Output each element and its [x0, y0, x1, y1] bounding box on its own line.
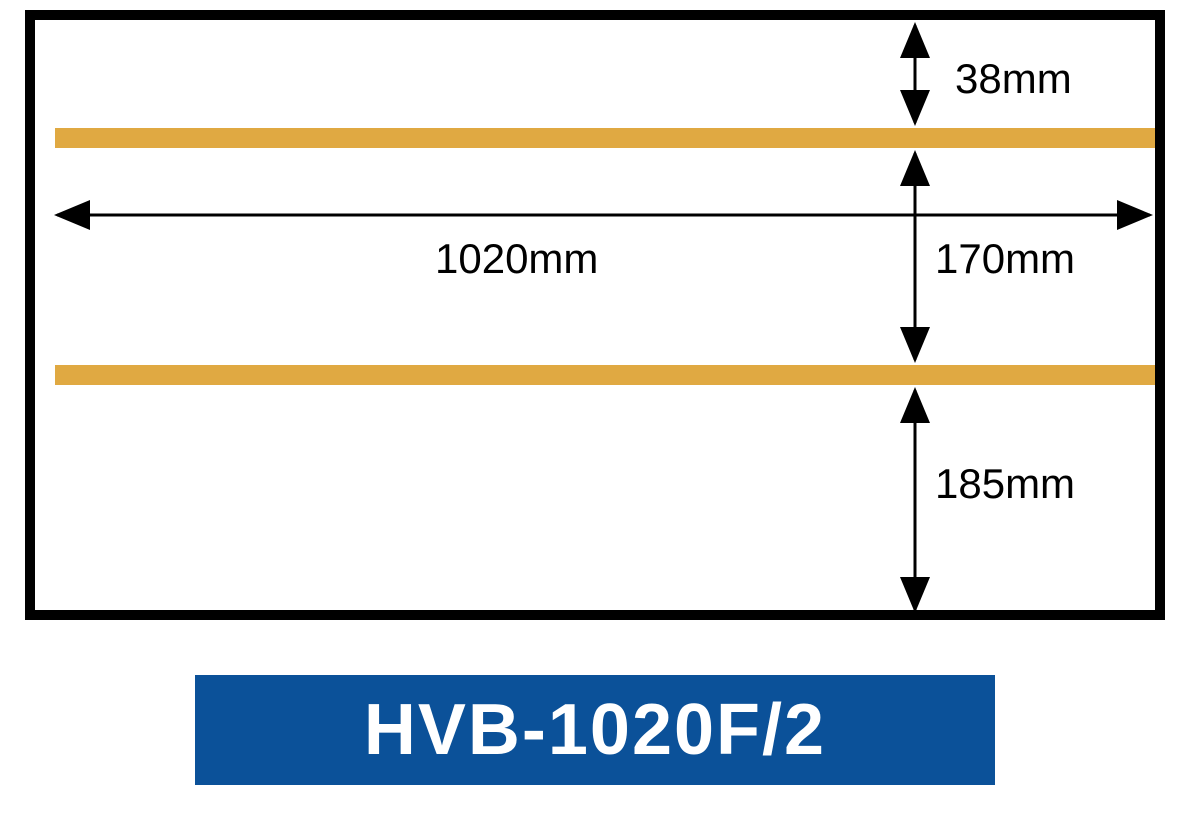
gap-bottom-dimension: 185mm: [935, 460, 1075, 508]
gap-middle-dimension: 170mm: [935, 235, 1075, 283]
diagram-container: 1020mm 38mm 170mm 185mm: [25, 10, 1165, 620]
bar-top: [55, 128, 1155, 148]
model-label: HVB-1020F/2: [195, 675, 995, 785]
dimension-arrows: [35, 20, 1155, 610]
gap-top-dimension: 38mm: [955, 55, 1072, 103]
width-dimension: 1020mm: [435, 235, 598, 283]
bar-bottom: [55, 365, 1155, 385]
